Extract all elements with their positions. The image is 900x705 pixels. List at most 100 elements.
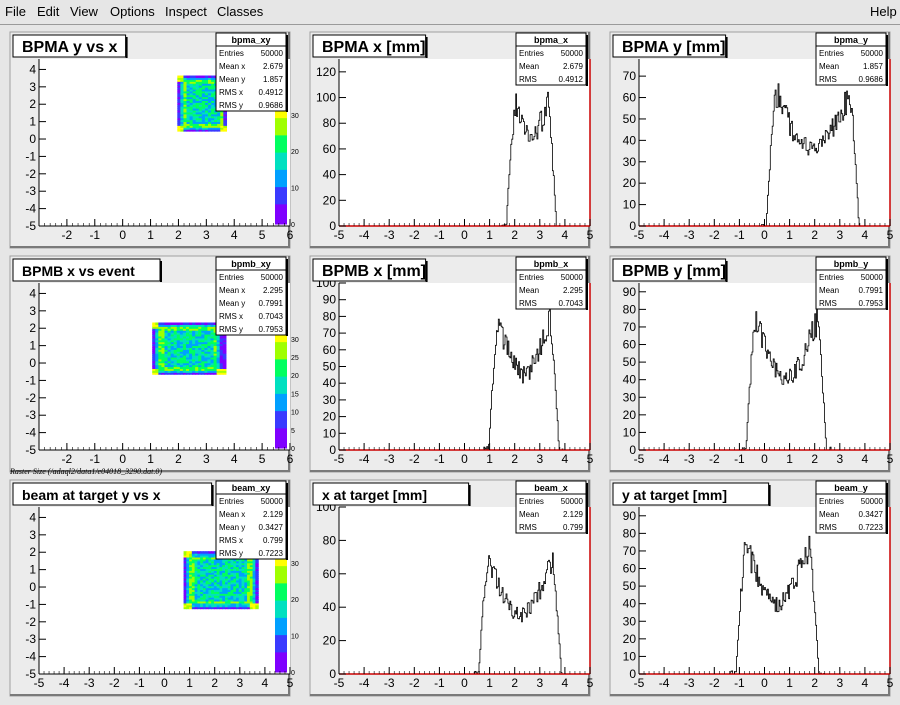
heatmap-cell: [198, 353, 202, 356]
heatmap-cell: [189, 77, 194, 80]
heatmap-cell: [164, 339, 169, 343]
palette-segment: [275, 180, 287, 185]
heatmap-cell: [204, 106, 209, 109]
heatmap-cell: [189, 602, 193, 606]
heatmap-cell: [213, 604, 218, 608]
menu-file[interactable]: File: [5, 4, 26, 19]
heatmap-cell: [167, 362, 172, 366]
heatmap-cell: [195, 341, 199, 345]
heatmap-cell: [244, 587, 248, 591]
heatmap-cell: [230, 572, 234, 575]
heatmap-cell: [161, 366, 166, 370]
heatmap-cell: [189, 343, 193, 347]
heatmap-cell: [217, 115, 221, 119]
plot-area: [639, 283, 890, 450]
heatmap-cell: [167, 343, 172, 347]
heatmap-cell: [222, 355, 227, 358]
heatmap-cell: [214, 113, 218, 117]
stats-frame: [815, 256, 887, 310]
heatmap-cell: [213, 326, 218, 329]
heatmap-cell: [185, 370, 190, 373]
heatmap-cell: [198, 328, 202, 331]
heatmap-cell: [255, 560, 259, 564]
heatmap-cell: [192, 85, 197, 88]
heatmap-cell: [216, 599, 221, 602]
x-tick-label: 3: [203, 228, 210, 242]
heatmap-cell: [179, 358, 184, 362]
heatmap-cell: [204, 85, 209, 88]
heatmap-cell: [222, 570, 226, 573]
x-tick-label: 1: [147, 452, 154, 466]
heatmap-cell: [252, 576, 256, 579]
heatmap-cell: [222, 568, 226, 571]
heatmap-cell: [224, 585, 229, 589]
heatmap-cell: [227, 560, 232, 564]
heatmap-cell: [210, 368, 215, 371]
heatmap-cell: [202, 574, 207, 577]
heatmap-cell: [195, 88, 200, 92]
y-tick-label: 90: [323, 293, 337, 307]
y-tick-label: 10: [323, 426, 337, 440]
y-tick-label: 4: [29, 286, 36, 300]
stats-value: 1.857: [263, 75, 284, 84]
x-tick-label: -5: [634, 228, 645, 242]
heatmap-cell: [192, 106, 197, 109]
heatmap-cell: [202, 555, 207, 558]
heatmap-cell: [249, 579, 254, 583]
heatmap-cell: [195, 87, 200, 90]
palette-segment: [275, 646, 287, 650]
heatmap-cell: [176, 335, 181, 339]
menu-help[interactable]: Help: [870, 4, 897, 19]
heatmap-cell: [224, 562, 229, 566]
heatmap-cell: [185, 362, 190, 366]
heatmap-cell: [244, 606, 248, 610]
y-tick-label: 40: [623, 597, 637, 611]
palette-segment: [275, 183, 287, 188]
heatmap-cell: [200, 589, 204, 592]
menu-classes[interactable]: Classes: [217, 4, 264, 19]
heatmap-cell: [222, 368, 227, 371]
heatmap-cell: [204, 75, 209, 79]
root-canvas[interactable]: 0 10 20 30 -2 -1 0 1 2 3 4 5 6 -5 -4 -3 -2 -1 0 1 2 3 4 BPMA y …: [0, 26, 900, 700]
heatmap-cell: [219, 572, 223, 575]
palette-segment: [275, 206, 287, 211]
heatmap-cell: [202, 606, 207, 610]
stats-value: 0.7043: [559, 299, 584, 308]
heatmap-cell: [255, 585, 259, 589]
heatmap-cell: [183, 125, 188, 128]
heatmap-cell: [230, 562, 234, 566]
x-tick-label: -4: [359, 676, 370, 690]
heatmap-cell: [244, 583, 248, 587]
heatmap-cell: [198, 113, 203, 117]
heatmap-cell: [189, 341, 193, 345]
heatmap-cell: [194, 576, 198, 579]
heatmap-cell: [211, 570, 215, 573]
menu-edit[interactable]: Edit: [37, 4, 60, 19]
heatmap-cell: [192, 368, 196, 371]
stats-value: 0.799: [263, 536, 284, 545]
heatmap-cell: [205, 574, 210, 577]
menu-view[interactable]: View: [70, 4, 98, 19]
palette-segment: [275, 433, 287, 437]
heatmap-cell: [158, 322, 163, 326]
heatmap-cell: [219, 351, 224, 354]
heatmap-cell: [192, 92, 197, 96]
heatmap-cell: [158, 372, 163, 375]
heatmap-cell: [198, 108, 203, 111]
heatmap-cell: [198, 366, 202, 370]
menu-inspect[interactable]: Inspect: [165, 4, 207, 19]
heatmap-cell: [219, 339, 224, 343]
heatmap-cell: [186, 566, 190, 570]
heatmap-cell: [185, 349, 190, 352]
heatmap-cell: [177, 117, 181, 121]
heatmap-cell: [230, 577, 234, 581]
heatmap-cell: [223, 123, 228, 126]
heatmap-cell: [189, 355, 193, 358]
heatmap-cell: [191, 570, 196, 573]
menu-options[interactable]: Options: [110, 4, 155, 19]
heatmap-cell: [241, 577, 245, 581]
heatmap-cell: [167, 358, 172, 362]
heatmap-cell: [152, 353, 156, 356]
heatmap-cell: [201, 98, 206, 102]
heatmap-cell: [192, 332, 196, 335]
